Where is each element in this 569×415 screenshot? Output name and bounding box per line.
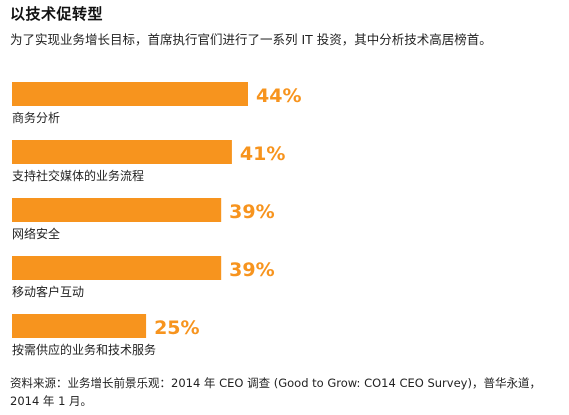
value-label-3: 39%	[229, 201, 274, 223]
category-label-4: 移动客户互动	[12, 284, 84, 299]
bar-2	[12, 140, 232, 164]
value-label-2: 41%	[240, 143, 285, 165]
chart-subtitle: 为了实现业务增长目标，首席执行官们进行了一系列 IT 投资，其中分析技术高居榜首…	[10, 32, 492, 47]
category-label-3: 网络安全	[12, 226, 60, 241]
bar-4	[12, 256, 222, 280]
source-note: 资料来源：业务增长前景乐观：2014 年 CEO 调查 (Good to Gro…	[10, 376, 541, 408]
chart-title: 以技术促转型	[10, 5, 104, 23]
value-label-4: 39%	[229, 259, 274, 281]
bar-3	[12, 198, 222, 222]
category-label-2: 支持社交媒体的业务流程	[12, 168, 144, 183]
bar-chart: 44% 商务分析 41% 支持社交媒体的业务流程 39% 网络安全 39% 移动客户互动 25%…	[12, 82, 301, 357]
bar-5	[12, 314, 147, 338]
bar-1	[12, 82, 248, 106]
value-label-5: 25%	[154, 317, 199, 339]
category-label-5: 按需供应的业务和技术服务	[12, 342, 156, 357]
value-label-1: 44%	[256, 85, 301, 107]
category-label-1: 商务分析	[12, 110, 60, 125]
